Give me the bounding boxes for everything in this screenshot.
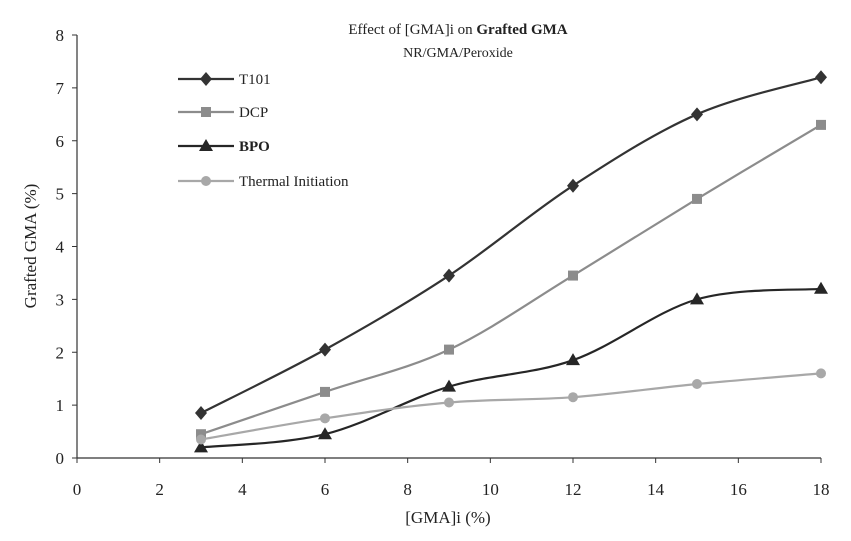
y-tick-label: 2 [56,343,65,362]
data-point [320,386,330,397]
data-point [320,413,330,424]
y-tick-label: 8 [56,26,65,45]
data-point [195,406,207,421]
y-tick-label: 4 [56,238,65,257]
legend-label: BPO [239,139,270,155]
x-tick-label: 16 [730,480,747,499]
y-tick-label: 6 [56,132,65,151]
data-point [444,397,454,408]
series-bpo [194,281,828,453]
chart-subtitle: NR/GMA/Peroxide [403,46,513,61]
data-point [194,440,208,453]
series-dcp [196,119,826,440]
x-tick-label: 0 [73,480,82,499]
data-point [568,270,578,281]
y-tick-label: 5 [56,185,65,204]
series-line [200,287,822,449]
data-point [691,107,703,122]
y-tick-label: 7 [56,79,65,98]
data-point [444,344,454,355]
data-point [816,368,826,379]
legend-entry: T101 [178,72,271,88]
x-tick-label: 14 [647,480,665,499]
data-point [568,392,578,403]
data-point [196,429,206,440]
legend-marker [201,107,211,117]
data-point [690,292,704,305]
series-t101 [195,70,827,421]
data-point [442,379,456,392]
legend-label: Thermal Initiation [239,174,349,190]
x-tick-label: 10 [482,480,499,499]
series-line [200,372,822,441]
data-point [318,427,332,440]
series-thermal-initiation [196,368,826,445]
chart-title-prefix: Effect of [GMA]i on [348,22,476,38]
legend-entry: BPO [178,139,270,155]
x-tick-label: 6 [321,480,330,499]
legend-marker [199,139,213,151]
series-line [200,76,822,415]
x-tick-label: 4 [238,480,247,499]
x-tick-label: 2 [155,480,164,499]
chart-title-bold: Grafted GMA [476,22,567,38]
x-tick-label: 12 [565,480,582,499]
legend-entry: DCP [178,105,268,121]
x-tick-label: 18 [813,480,830,499]
legend-marker [200,72,212,86]
x-axis-label: [GMA]i (%) [405,508,490,527]
data-point [443,268,455,283]
data-point [815,70,827,85]
y-tick-label: 1 [56,396,65,415]
data-point [566,353,580,366]
x-tick-label: 8 [403,480,412,499]
data-point [692,378,702,389]
legend: T101 DCP BPO Thermal Initiation [178,72,349,190]
series-line [200,123,822,436]
y-axis-label: Grafted GMA (%) [21,184,40,309]
data-point [816,119,826,130]
chart-title: Effect of [GMA]i on Grafted GMA [348,22,567,38]
y-tick-label: 3 [56,290,65,309]
data-point [196,434,206,445]
data-point [692,193,702,204]
legend-label: T101 [239,72,271,88]
legend-marker [201,176,211,186]
data-point [319,342,331,357]
y-tick-label: 0 [56,449,65,468]
legend-entry: Thermal Initiation [178,174,349,190]
data-point [814,281,828,294]
legend-label: DCP [239,105,268,121]
series-layer [194,70,828,453]
data-point [567,178,579,193]
